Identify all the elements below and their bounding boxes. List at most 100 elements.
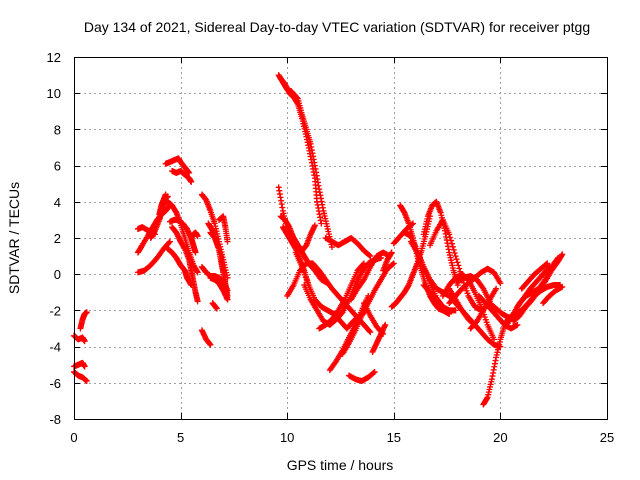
data-track xyxy=(169,168,195,185)
y-tick-label: -2 xyxy=(49,303,61,318)
data-track xyxy=(540,283,566,307)
data-track xyxy=(510,251,566,325)
data-track xyxy=(518,260,551,292)
data-track xyxy=(77,309,90,332)
data-point xyxy=(192,249,199,256)
data-track xyxy=(420,198,461,289)
data-point xyxy=(451,249,458,256)
y-tick-label: -8 xyxy=(49,412,61,427)
data-track xyxy=(467,285,500,332)
y-tick-label: -6 xyxy=(49,376,61,391)
x-tick-label: 15 xyxy=(387,430,401,445)
data-track xyxy=(316,260,367,332)
data-point xyxy=(389,261,396,268)
data-point xyxy=(453,256,460,263)
data-point xyxy=(545,264,552,271)
data-point xyxy=(448,240,455,247)
data-point xyxy=(367,253,374,260)
x-tick-label: 5 xyxy=(177,430,184,445)
data-track xyxy=(420,282,453,318)
data-point xyxy=(446,311,453,318)
data-track xyxy=(476,292,521,332)
data-track xyxy=(514,263,553,310)
data-point xyxy=(318,220,325,227)
data-point xyxy=(166,239,173,246)
data-point xyxy=(452,253,459,260)
data-point xyxy=(162,191,169,198)
data-point xyxy=(449,243,456,250)
plot-frame xyxy=(74,57,608,420)
data-point xyxy=(456,265,463,272)
data-point xyxy=(366,252,373,259)
data-point xyxy=(388,249,395,256)
data-point xyxy=(224,238,231,245)
data-point xyxy=(450,246,457,253)
data-point xyxy=(544,260,551,267)
data-points xyxy=(71,72,566,408)
data-point xyxy=(452,307,459,314)
data-point xyxy=(367,329,374,336)
data-track xyxy=(156,191,169,218)
data-point xyxy=(448,237,455,244)
data-track xyxy=(215,213,231,245)
data-track xyxy=(198,327,214,348)
data-point xyxy=(366,328,373,335)
data-track xyxy=(380,249,395,274)
data-track xyxy=(322,235,374,260)
data-point xyxy=(360,277,367,284)
data-point xyxy=(455,262,462,269)
data-point xyxy=(360,260,367,267)
y-tick-label: 4 xyxy=(54,195,61,210)
data-point xyxy=(493,285,500,292)
y-tick-label: 0 xyxy=(54,267,61,282)
data-track xyxy=(164,245,195,289)
data-track xyxy=(277,75,325,227)
x-tick-labels: 0 5 10 15 20 25 xyxy=(70,430,614,445)
data-point xyxy=(514,321,521,328)
data-point xyxy=(188,178,195,185)
data-point xyxy=(311,222,318,229)
data-point xyxy=(360,261,367,268)
data-track xyxy=(134,238,173,276)
data-point xyxy=(188,282,195,289)
x-tick-label: 25 xyxy=(600,430,614,445)
data-point xyxy=(371,368,378,375)
data-track xyxy=(162,155,193,176)
data-point xyxy=(83,377,90,384)
y-tick-label: 10 xyxy=(47,86,61,101)
data-point xyxy=(559,251,566,258)
y-tick-label: 12 xyxy=(47,50,61,65)
data-point xyxy=(194,298,201,305)
data-track xyxy=(480,314,512,408)
data-point xyxy=(479,284,486,291)
data-track xyxy=(71,359,88,370)
x-tick-label: 0 xyxy=(70,430,77,445)
data-track xyxy=(166,216,199,256)
x-axis-label: GPS time / hours xyxy=(287,457,394,473)
data-track xyxy=(369,321,389,356)
data-track xyxy=(71,332,88,345)
data-track xyxy=(207,274,231,303)
data-point xyxy=(546,263,553,270)
data-point xyxy=(409,221,416,228)
data-point xyxy=(83,309,90,316)
grid xyxy=(74,57,607,419)
y-tick-label: 6 xyxy=(54,159,61,174)
y-tick-label: -4 xyxy=(49,340,61,355)
chart-title: Day 134 of 2021, Sidereal Day-to-day VTE… xyxy=(84,19,590,35)
data-point xyxy=(194,269,201,276)
data-point xyxy=(370,369,377,376)
data-point xyxy=(328,244,335,251)
data-point xyxy=(559,283,566,290)
data-point xyxy=(224,296,231,303)
data-point xyxy=(81,338,88,345)
data-point xyxy=(382,321,389,328)
y-tick-label: 8 xyxy=(54,122,61,137)
data-point xyxy=(213,305,220,312)
data-track xyxy=(284,260,374,336)
data-track xyxy=(277,213,318,254)
x-tick-label: 20 xyxy=(493,430,507,445)
data-track xyxy=(71,368,90,384)
x-tick-label: 10 xyxy=(280,430,294,445)
data-point xyxy=(497,280,504,287)
